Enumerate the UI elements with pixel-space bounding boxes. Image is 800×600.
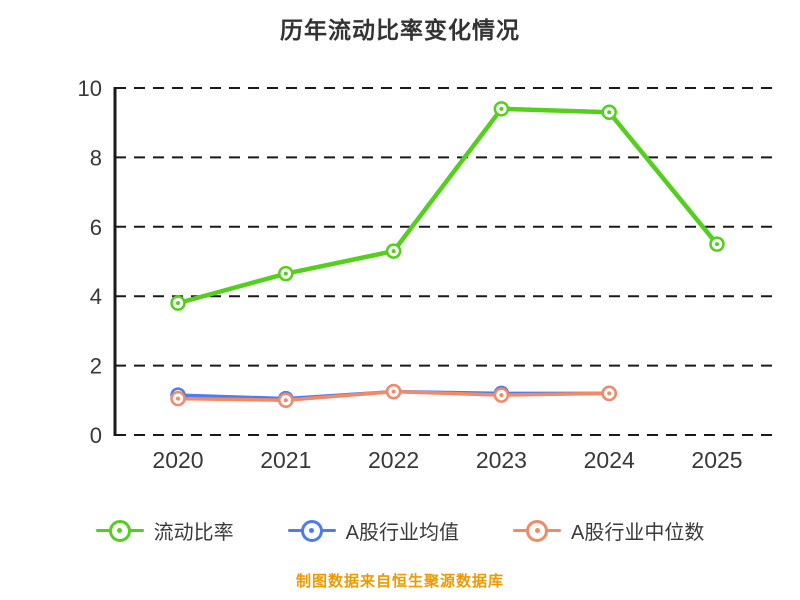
x-tick-label: 2023 (476, 447, 527, 473)
legend-label: A股行业均值 (345, 522, 459, 544)
plot-area: 0 2 4 6 8 10 2020 2021 2022 2023 2024 2025 (78, 76, 772, 473)
x-tick-label: 2022 (368, 447, 419, 473)
y-tick-label: 2 (90, 354, 102, 379)
legend-item-industry-mean[interactable]: A股行业均值 (287, 516, 459, 545)
data-point-dot (607, 391, 612, 396)
x-tick-label: 2024 (584, 447, 635, 473)
line-circle-marker-icon (287, 519, 336, 543)
line-circle-marker-icon (95, 519, 144, 543)
x-tick-label: 2020 (152, 447, 203, 473)
data-point-dot (391, 389, 396, 394)
legend: 流动比率 A股行业均值 A股行业中位数 (0, 516, 800, 545)
legend-label: 流动比率 (153, 522, 234, 544)
data-point-dot (499, 393, 504, 398)
legend-item-current-ratio[interactable]: 流动比率 (95, 516, 234, 545)
legend-item-industry-median[interactable]: A股行业中位数 (513, 516, 704, 545)
y-tick-label: 6 (90, 215, 102, 240)
y-tick-label: 8 (90, 145, 102, 170)
data-point-dot (607, 110, 612, 115)
legend-label: A股行业中位数 (571, 522, 705, 544)
x-tick-label: 2021 (260, 447, 311, 473)
line-circle-marker-icon (513, 519, 561, 543)
data-point-dot (499, 106, 504, 111)
y-tick-label: 0 (90, 423, 102, 448)
data-point-dot (391, 249, 396, 254)
y-tick-label: 10 (78, 76, 102, 101)
data-source-note: 制图数据来自恒生聚源数据库 (295, 573, 504, 590)
x-tick-label: 2025 (691, 447, 742, 473)
data-point-dot (715, 242, 719, 247)
data-point-dot (176, 396, 180, 401)
data-point-dot (176, 301, 180, 306)
data-point-dot (283, 271, 288, 276)
data-point-dot (283, 398, 288, 403)
chart-title: 历年流动比率变化情况 (280, 17, 520, 43)
series-line-0 (175, 106, 720, 306)
y-tick-label: 4 (90, 284, 102, 309)
